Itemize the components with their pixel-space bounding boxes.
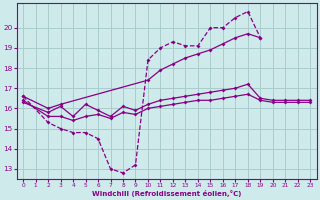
X-axis label: Windchill (Refroidissement éolien,°C): Windchill (Refroidissement éolien,°C) — [92, 190, 241, 197]
